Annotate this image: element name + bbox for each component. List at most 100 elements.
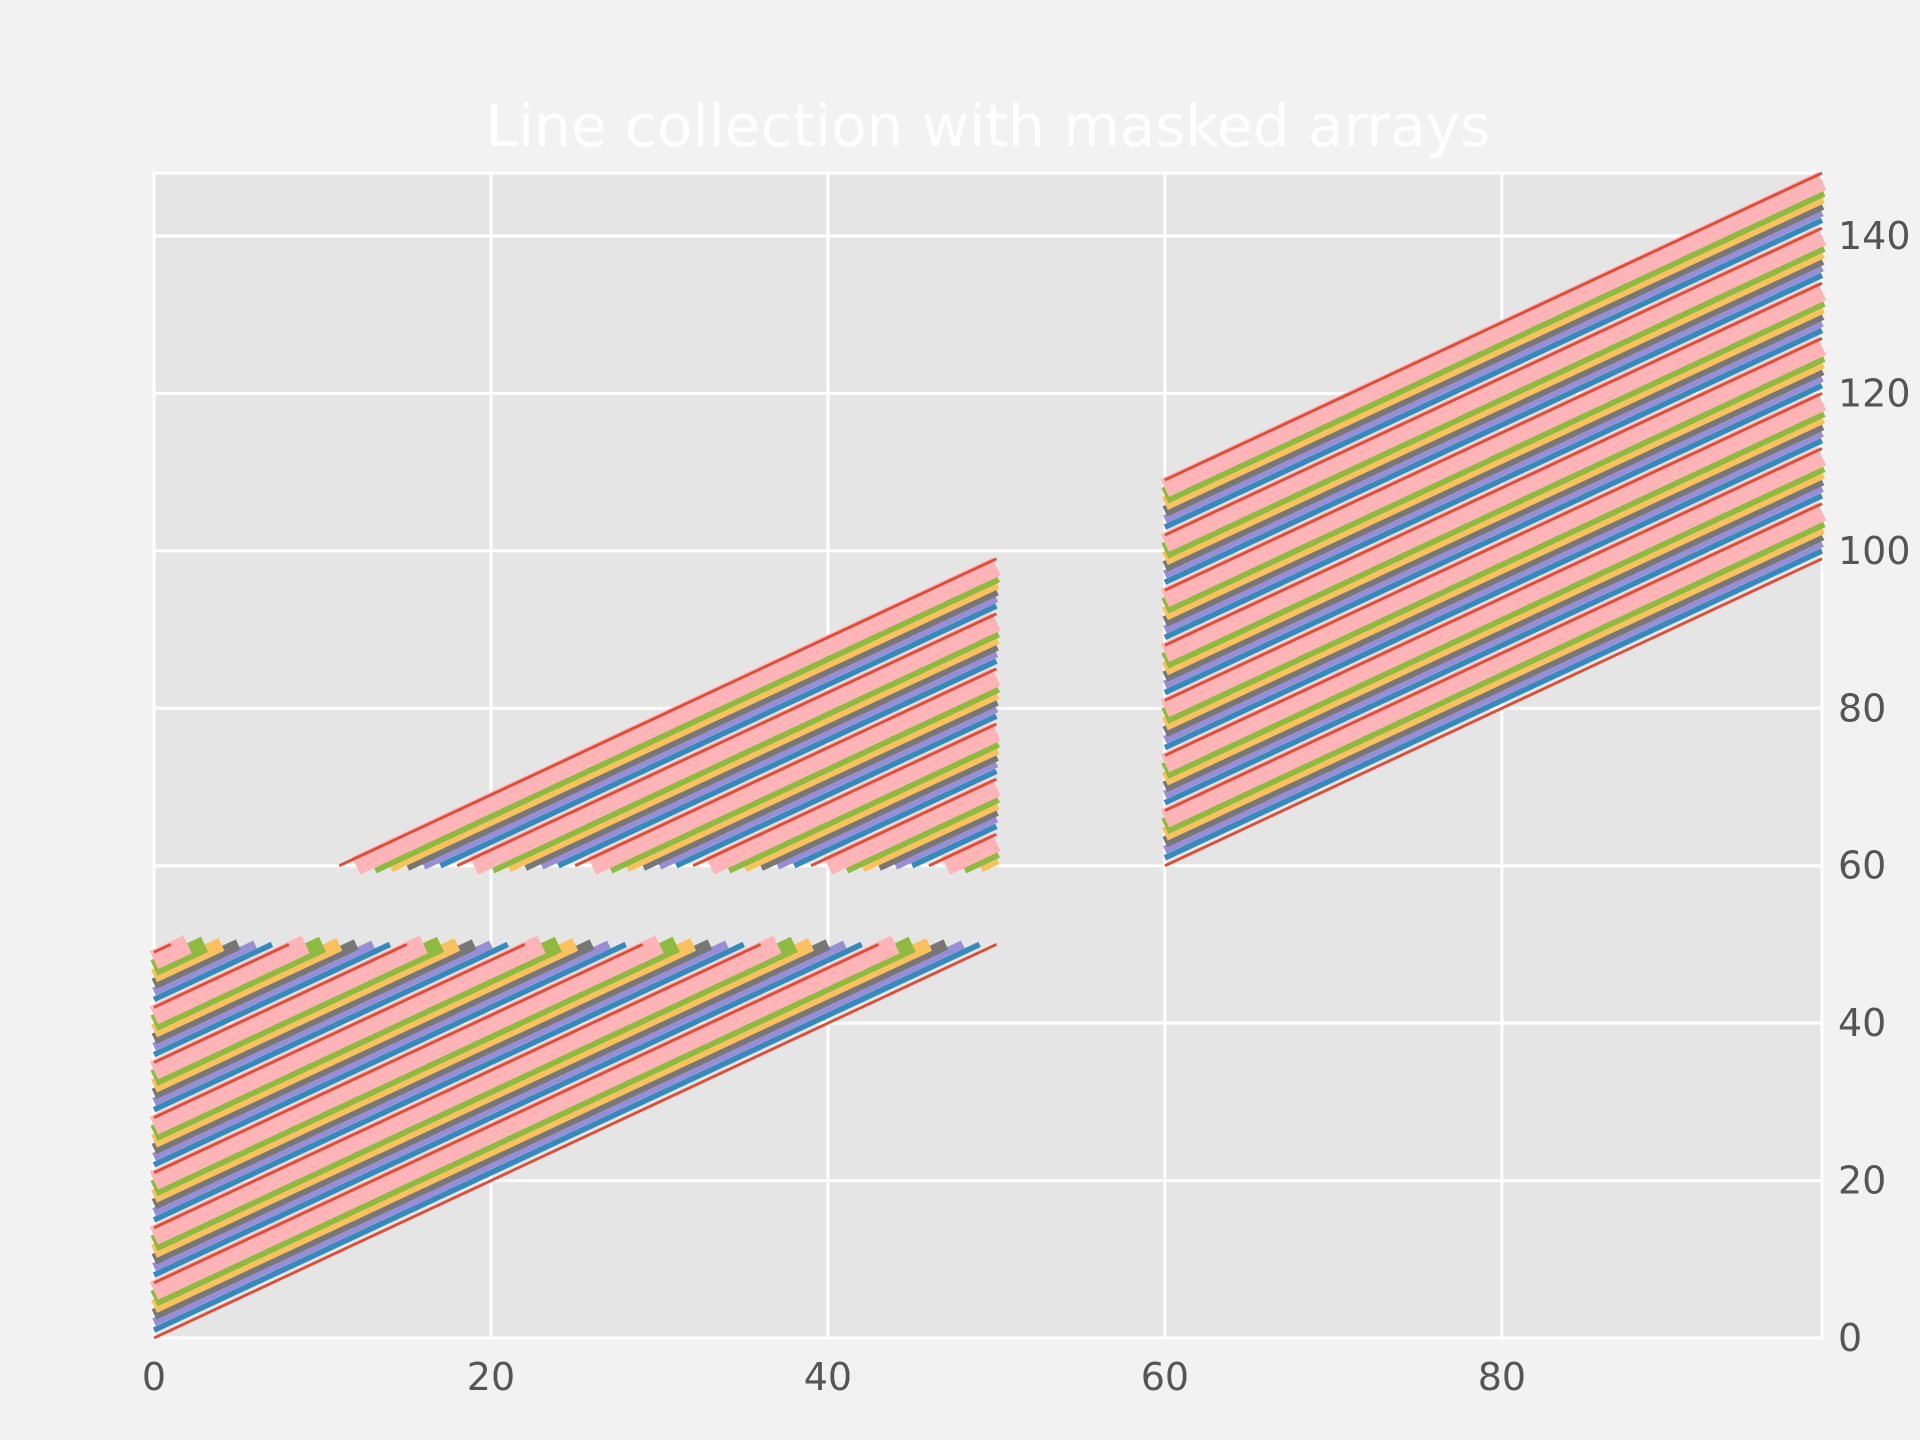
series-line-38	[522, 640, 999, 871]
series-line-21	[810, 777, 998, 867]
series-line-41	[1160, 227, 1827, 552]
series-line-44	[152, 940, 257, 996]
series-line-49	[153, 943, 172, 954]
series-line-38	[151, 939, 359, 1044]
x-tick-label: 20	[467, 1355, 515, 1399]
y-axis-ticks: 0 20 40 60 80 100 120 140	[1838, 214, 1911, 1360]
series-line-28	[1164, 337, 1823, 647]
x-tick-label: 0	[142, 1355, 166, 1399]
series-line-24	[1162, 364, 1825, 682]
series-line-36	[557, 658, 998, 869]
series-line-3	[151, 939, 949, 1320]
series-line-1	[152, 941, 981, 1333]
series-line-20	[149, 935, 664, 1190]
series-line-17	[151, 939, 713, 1210]
series-line-17	[1162, 419, 1825, 737]
series-line-16	[152, 940, 729, 1216]
series-line-38	[1162, 254, 1825, 572]
series-line-30	[1163, 318, 1824, 634]
series-line-17	[876, 805, 999, 871]
series-line-42	[153, 943, 290, 1009]
series-line-10	[1162, 474, 1825, 793]
series-line-0	[1164, 557, 1823, 867]
y-tick-label: 0	[1838, 1316, 1862, 1360]
series-line-37	[152, 940, 375, 1051]
series-line-34	[587, 667, 1001, 875]
series-line-41	[469, 612, 1001, 875]
series-line-22	[1163, 382, 1824, 696]
series-line-29	[675, 713, 998, 869]
series-line-13	[1160, 447, 1827, 773]
series-line-15	[910, 823, 998, 869]
series-line-0	[153, 943, 998, 1340]
series-line-14	[928, 832, 998, 867]
series-line-48	[1160, 171, 1827, 497]
series-line-41	[149, 935, 310, 1025]
series-line-36	[1163, 272, 1824, 585]
series-line-7	[153, 943, 880, 1285]
series-line-34	[1160, 282, 1827, 607]
series-line-31	[1162, 309, 1825, 627]
series-line-42	[1164, 226, 1823, 537]
series-line-27	[705, 723, 1001, 875]
chart-title: Line collection with masked arrays	[486, 92, 1491, 160]
series-line-9	[152, 940, 847, 1271]
x-axis-ticks: 0 20 40 60 80	[142, 1355, 1526, 1399]
x-tick-label: 40	[804, 1355, 852, 1399]
series-line-22	[793, 768, 998, 869]
series-line-23	[775, 759, 999, 870]
series-line-22	[152, 941, 627, 1168]
series-line-13	[941, 833, 1001, 875]
series-line-21	[1164, 392, 1823, 702]
y-tick-label: 60	[1838, 844, 1886, 888]
series-line-14	[153, 943, 762, 1230]
series-line-42	[456, 612, 998, 867]
series-line-44	[421, 594, 999, 870]
series-line-15	[152, 941, 745, 1223]
series-line-20	[823, 778, 1001, 875]
series-line-30	[657, 704, 999, 870]
y-tick-label: 120	[1838, 371, 1911, 415]
x-tick-label: 60	[1141, 1355, 1189, 1399]
series-line-43	[152, 941, 274, 1003]
series-line-31	[640, 695, 999, 871]
series-line-48	[149, 935, 192, 970]
series-line-31	[151, 939, 477, 1100]
y-tick-label: 20	[1838, 1159, 1886, 1203]
series-line-35	[153, 943, 408, 1064]
series-line-44	[1163, 208, 1824, 524]
line-collection	[149, 171, 1827, 1340]
series-line-45	[151, 939, 241, 989]
series-line-2	[1163, 539, 1824, 854]
series-line-36	[152, 941, 392, 1058]
series-line-49	[338, 557, 998, 867]
series-line-2	[152, 940, 965, 1327]
series-line-29	[1163, 327, 1824, 640]
series-line-15	[1163, 438, 1824, 751]
series-line-7	[1164, 502, 1823, 812]
x-tick-label: 80	[1478, 1355, 1526, 1399]
series-line-1	[1163, 548, 1824, 861]
series-line-45	[404, 585, 999, 871]
series-line-13	[149, 935, 782, 1245]
series-line-21	[153, 943, 644, 1174]
series-line-37	[539, 649, 999, 870]
series-line-43	[439, 603, 998, 869]
series-line-28	[692, 722, 998, 867]
series-line-49	[1164, 171, 1823, 482]
series-line-20	[1160, 392, 1827, 718]
series-line-34	[149, 935, 428, 1080]
series-line-3	[1162, 530, 1825, 848]
series-line-45	[1162, 199, 1825, 517]
series-line-28	[153, 943, 526, 1119]
series-line-35	[574, 667, 998, 867]
series-line-16	[1163, 428, 1824, 744]
series-line-24	[151, 939, 595, 1155]
series-line-27	[1160, 337, 1827, 663]
series-line-43	[1163, 217, 1824, 530]
y-tick-label: 100	[1838, 529, 1911, 573]
series-line-9	[1163, 484, 1824, 799]
series-line-29	[152, 941, 510, 1113]
series-line-8	[152, 941, 863, 1278]
